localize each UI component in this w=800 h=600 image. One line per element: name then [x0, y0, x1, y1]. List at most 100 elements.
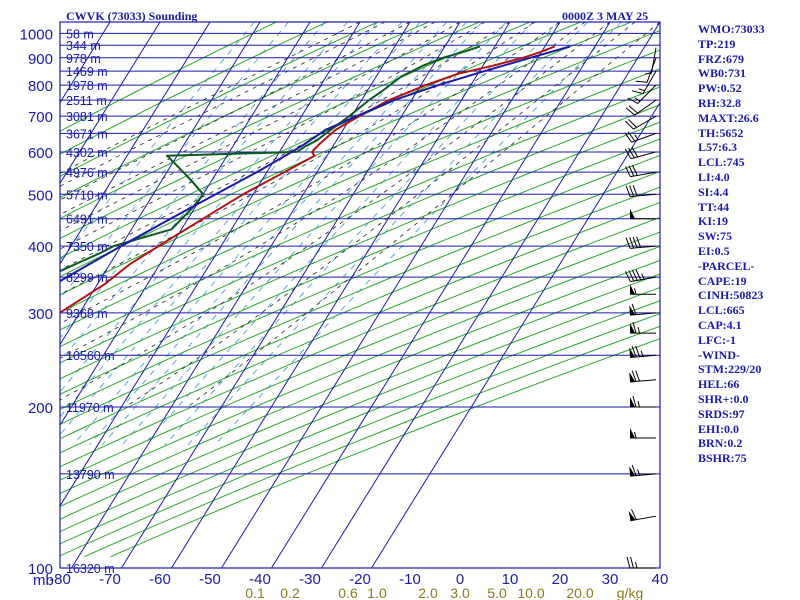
height-label: 9368 m	[66, 307, 108, 321]
dry-adiabat-line	[60, 186, 660, 440]
dry-adiabat-line	[60, 245, 660, 494]
wind-barb	[624, 146, 657, 160]
wind-barb	[624, 131, 657, 143]
sounding-index-item: STM:229/20	[698, 362, 762, 377]
wind-barb-flag	[628, 147, 635, 159]
mixing-ratio-label: 10.0	[517, 585, 544, 600]
wind-barb-half-flag	[637, 326, 640, 334]
sounding-index-item: SHR+:0.0	[698, 391, 749, 406]
mixing-ratio-label: 0.2	[280, 585, 300, 600]
dry-adiabat-line	[60, 22, 581, 259]
wind-barb-half-flag	[634, 134, 639, 141]
sounding-index-item: LCL:665	[698, 303, 745, 318]
temperature-tick-label: -60	[149, 571, 171, 588]
wind-barb-flag	[627, 131, 636, 142]
pressure-tick-label: 1000	[20, 26, 53, 43]
isotherm-line	[171, 22, 511, 568]
sounding-indices-panel: WMO:73033 TP:219 FRZ:679 WB0:731 PW:0.52 RH:3…	[698, 22, 798, 466]
temperature-tick-label: -10	[399, 571, 421, 588]
temperature-tick-label: -50	[199, 571, 221, 588]
mixing-ratio-line	[60, 22, 421, 436]
wind-barb-flag	[625, 271, 631, 282]
pressure-tick-label: 100	[28, 561, 53, 578]
wind-barb	[645, 47, 657, 75]
wind-barb	[625, 164, 657, 178]
wind-barb-half-flag	[641, 273, 645, 280]
sounding-index-item: HEL:66	[698, 377, 740, 392]
sounding-index-item: CAPE:19	[698, 273, 747, 288]
wind-barb-flag	[631, 464, 637, 476]
wind-barb-staff	[650, 47, 657, 74]
sounding-index-item: LFC:-1	[698, 332, 736, 347]
mixing-ratio-label: 2.0	[418, 585, 438, 600]
wind-barb-flag	[632, 185, 638, 197]
sounding-index-item: WMO:73033	[698, 22, 765, 36]
sounding-index-item: TH:5652	[698, 125, 744, 140]
dewpoint-line	[60, 45, 481, 273]
mixing-ratio-label: 0.1	[245, 585, 265, 600]
wind-barb-flag	[631, 164, 638, 176]
moist-adiabat-line	[60, 22, 436, 216]
isotherm-line	[60, 22, 211, 265]
pressure-tick-label: 300	[28, 306, 53, 323]
isotherm-line	[321, 22, 660, 568]
moist-adiabat-line	[60, 22, 486, 250]
wind-barb-half-flag	[634, 97, 641, 102]
temperature-tick-label: -40	[249, 571, 271, 588]
wind-barb-flag	[632, 395, 637, 408]
wind-barb	[628, 509, 657, 522]
mixing-ratio-label: 3.0	[450, 585, 470, 600]
wind-barb	[630, 428, 656, 439]
wind-barb-flag	[632, 236, 638, 248]
dry-adiabat-line	[60, 104, 660, 364]
wind-barb-staff	[630, 245, 657, 249]
pressure-tick-label: 700	[28, 109, 53, 126]
sounding-index-item: TP:219	[698, 36, 736, 51]
isotherm-line	[60, 22, 361, 507]
height-label: 5710 m	[66, 188, 108, 202]
wind-barb-pennant	[629, 347, 636, 358]
wind-barb-flag	[635, 370, 641, 382]
sounding-index-item: EI:0.5	[698, 243, 730, 258]
wind-barb	[625, 115, 657, 130]
wind-barb-pennant	[629, 305, 636, 316]
dry-adiabat-line	[83, 325, 660, 558]
sounding-index-item: SRDS:97	[698, 406, 745, 421]
dry-adiabat-line	[60, 216, 660, 468]
wind-barb-half-flag	[637, 469, 641, 476]
wind-barb	[635, 57, 657, 83]
wind-barb-pennant	[630, 428, 635, 439]
wind-barb-flag	[625, 237, 631, 249]
wind-barb-staff	[631, 132, 657, 143]
wind-barb	[630, 395, 656, 408]
height-label: 8299 m	[66, 271, 108, 285]
mixing-ratio-label: g/kg	[617, 585, 643, 600]
wind-barb-pennant	[630, 208, 635, 219]
isotherm-line	[371, 101, 660, 568]
wind-barb-flag	[628, 165, 635, 177]
height-label: 1978 m	[66, 79, 108, 93]
sounding-index-item: MAXT:26.6	[698, 110, 759, 125]
mixing-ratio-label: 5.0	[487, 585, 507, 600]
height-label: 13790 m	[66, 468, 115, 482]
wind-barb-half-flag	[635, 561, 638, 569]
wind-barb	[629, 345, 657, 358]
dry-adiabat-line	[60, 231, 660, 481]
dry-adiabat-line	[60, 287, 660, 533]
dry-adiabat-line	[60, 300, 660, 545]
wind-barb-flag	[630, 556, 634, 569]
moist-adiabat-line	[60, 22, 361, 174]
temperature-tick-label: -30	[299, 571, 321, 588]
wind-barb-half-flag	[638, 88, 645, 92]
wind-barb-flag	[629, 185, 635, 197]
sounding-index-item: TT:44	[698, 199, 730, 214]
wind-barb-flag	[631, 269, 638, 281]
wind-barb-half-flag	[634, 431, 637, 439]
wind-barb-flag	[627, 97, 638, 104]
wind-barb-staff	[633, 115, 657, 130]
wind-barb-staff	[637, 84, 657, 104]
wind-barb-pennant	[628, 510, 636, 521]
wind-barb-staff	[630, 379, 657, 383]
sounding-index-item: -PARCEL-	[698, 258, 755, 273]
